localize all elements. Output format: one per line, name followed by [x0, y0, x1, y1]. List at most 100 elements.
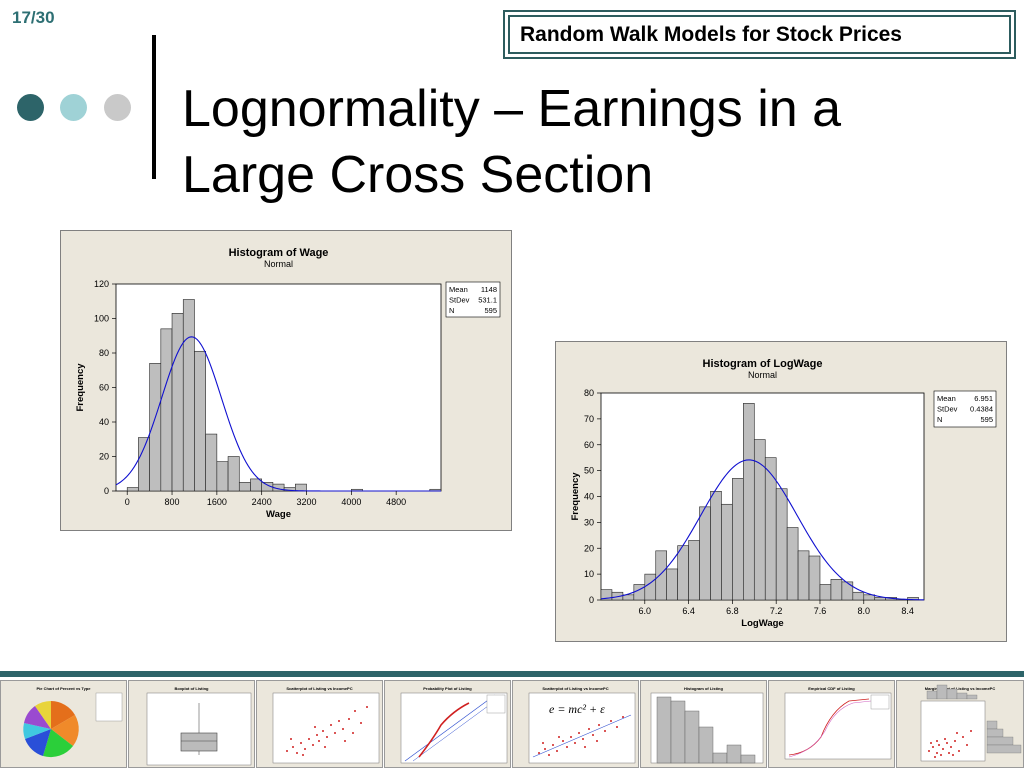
histogram-bar [227, 456, 240, 492]
scatter-point [342, 728, 344, 730]
normal-fit-curve [115, 336, 441, 492]
thumbnail-title: Pie Chart of Percent vs Type [36, 686, 91, 691]
y-tick-label: 20 [584, 543, 594, 553]
scatter-point [286, 750, 288, 752]
histogram-bar [786, 527, 799, 601]
scatter-point [326, 736, 328, 738]
histogram-bar [171, 313, 184, 492]
scatter-point [938, 744, 940, 746]
x-tick-label: 3200 [297, 497, 317, 507]
scatter-point [940, 754, 942, 756]
histogram-bar [160, 328, 173, 492]
header-title: Random Walk Models for Stock Prices [520, 22, 902, 46]
stats-value: 595 [980, 415, 993, 424]
x-axis-label: LogWage [741, 618, 783, 629]
scatter-point [304, 748, 306, 750]
scatter-point [348, 718, 350, 720]
thumbnail-formula: e = mc² + ε [549, 702, 605, 716]
histogram-bar [710, 491, 722, 601]
chart-subtitle: Normal [748, 370, 777, 380]
thumbnail-boxplot: Boxplot of Listing [128, 680, 255, 768]
stats-value: 6.951 [974, 394, 993, 403]
scatter-point [946, 742, 948, 744]
scatter-point [956, 732, 958, 734]
x-tick-label: 4000 [341, 497, 361, 507]
y-tick-label: 20 [99, 452, 109, 462]
scatter-point [596, 740, 598, 742]
thumbnail-title: Histogram of Listing [684, 686, 723, 691]
scatter-point [300, 742, 302, 744]
thumbnail-title: Scatterplot of Listing vs IncomePC [542, 686, 609, 691]
histogram-bar [295, 483, 307, 492]
scatter-point [566, 746, 568, 748]
stats-label: Mean [449, 285, 468, 294]
scatter-point [316, 734, 318, 736]
logwage-histogram-panel: Histogram of LogWage Normal 0 10 20 30 40 50 60 7… [555, 341, 1007, 642]
histogram-bar [819, 584, 832, 601]
scatter-point [548, 754, 550, 756]
x-tick-label: 6.8 [726, 606, 739, 616]
scatter-point [936, 752, 938, 754]
thumbnail-title: Empirical CDF of Listing [808, 686, 855, 691]
scatter-point [338, 720, 340, 722]
x-axis-label: Wage [266, 509, 291, 520]
scatter-point [354, 710, 356, 712]
bars [126, 299, 442, 492]
scatter-point [936, 740, 938, 742]
histogram-bar [182, 299, 195, 492]
thumbnail-scatter-formula: Scatterplot of Listing vs IncomePC e = m… [512, 680, 639, 768]
y-tick-label: 30 [584, 517, 594, 527]
slide-title-line-2: Large Cross Section [182, 146, 654, 204]
histogram-bar [149, 363, 162, 492]
histogram-bar [688, 540, 700, 601]
slide-title-line-1: Lognormality – Earnings in a [182, 80, 842, 138]
thumbnail-title: Scatterplot of Listing vs IncomePC [286, 686, 353, 691]
slide-number: 17/30 [12, 8, 55, 27]
footer-rule [0, 671, 1024, 677]
scatter-point [578, 732, 580, 734]
histogram-bar [721, 503, 733, 601]
stats-value: 0.4384 [970, 405, 993, 414]
histogram-bar [126, 487, 139, 492]
y-tick-label: 40 [99, 417, 109, 427]
scatter-point [366, 706, 368, 708]
y-tick-label: 60 [99, 383, 109, 393]
histogram-bar [852, 591, 865, 601]
stats-value: 531.1 [478, 296, 497, 305]
x-tick-label: 8.0 [858, 606, 871, 616]
stats-label: N [937, 415, 942, 424]
slide-title: Lognormality – Earnings in a Large Cross… [182, 76, 841, 208]
y-tick-label: 100 [94, 314, 109, 324]
scatter-point [334, 732, 336, 734]
histogram-bar [633, 584, 646, 601]
stats-value: 595 [484, 306, 497, 315]
x-tick-label: 7.2 [770, 606, 783, 616]
histogram-bar [841, 581, 854, 601]
histogram-bar [797, 550, 810, 601]
x-tick-label: 800 [165, 497, 180, 507]
chart-title: Histogram of Wage [229, 247, 329, 259]
scatter-point [308, 738, 310, 740]
thumbnail-histogram: Histogram of Listing [640, 680, 767, 768]
stats-label: StDev [449, 296, 470, 305]
histogram-bar [775, 488, 788, 601]
scatter-point [588, 728, 590, 730]
histogram-bar [666, 568, 678, 601]
thumbnail-strip: Pie Chart of Percent vs Type Boxplot of … [0, 680, 1024, 768]
header-banner: Random Walk Models for Stock Prices [503, 10, 1016, 59]
chart-subtitle: Normal [264, 259, 293, 269]
y-axis-label: Frequency [75, 363, 86, 412]
scatter-point [330, 724, 332, 726]
histogram-bar [216, 461, 229, 492]
x-tick-label: 7.6 [814, 606, 827, 616]
y-tick-label: 60 [584, 440, 594, 450]
bars [600, 403, 919, 601]
histogram-bar [655, 550, 667, 601]
scatter-point [296, 752, 298, 754]
scatter-point [574, 742, 576, 744]
scatter-point [322, 730, 324, 732]
thumbnail-title: Marginal Plot of Listing vs IncomePC [924, 686, 996, 691]
thumbnail-probability-plot: Probability Plot of Listing [384, 680, 511, 768]
x-tick-label: 6.0 [639, 606, 652, 616]
